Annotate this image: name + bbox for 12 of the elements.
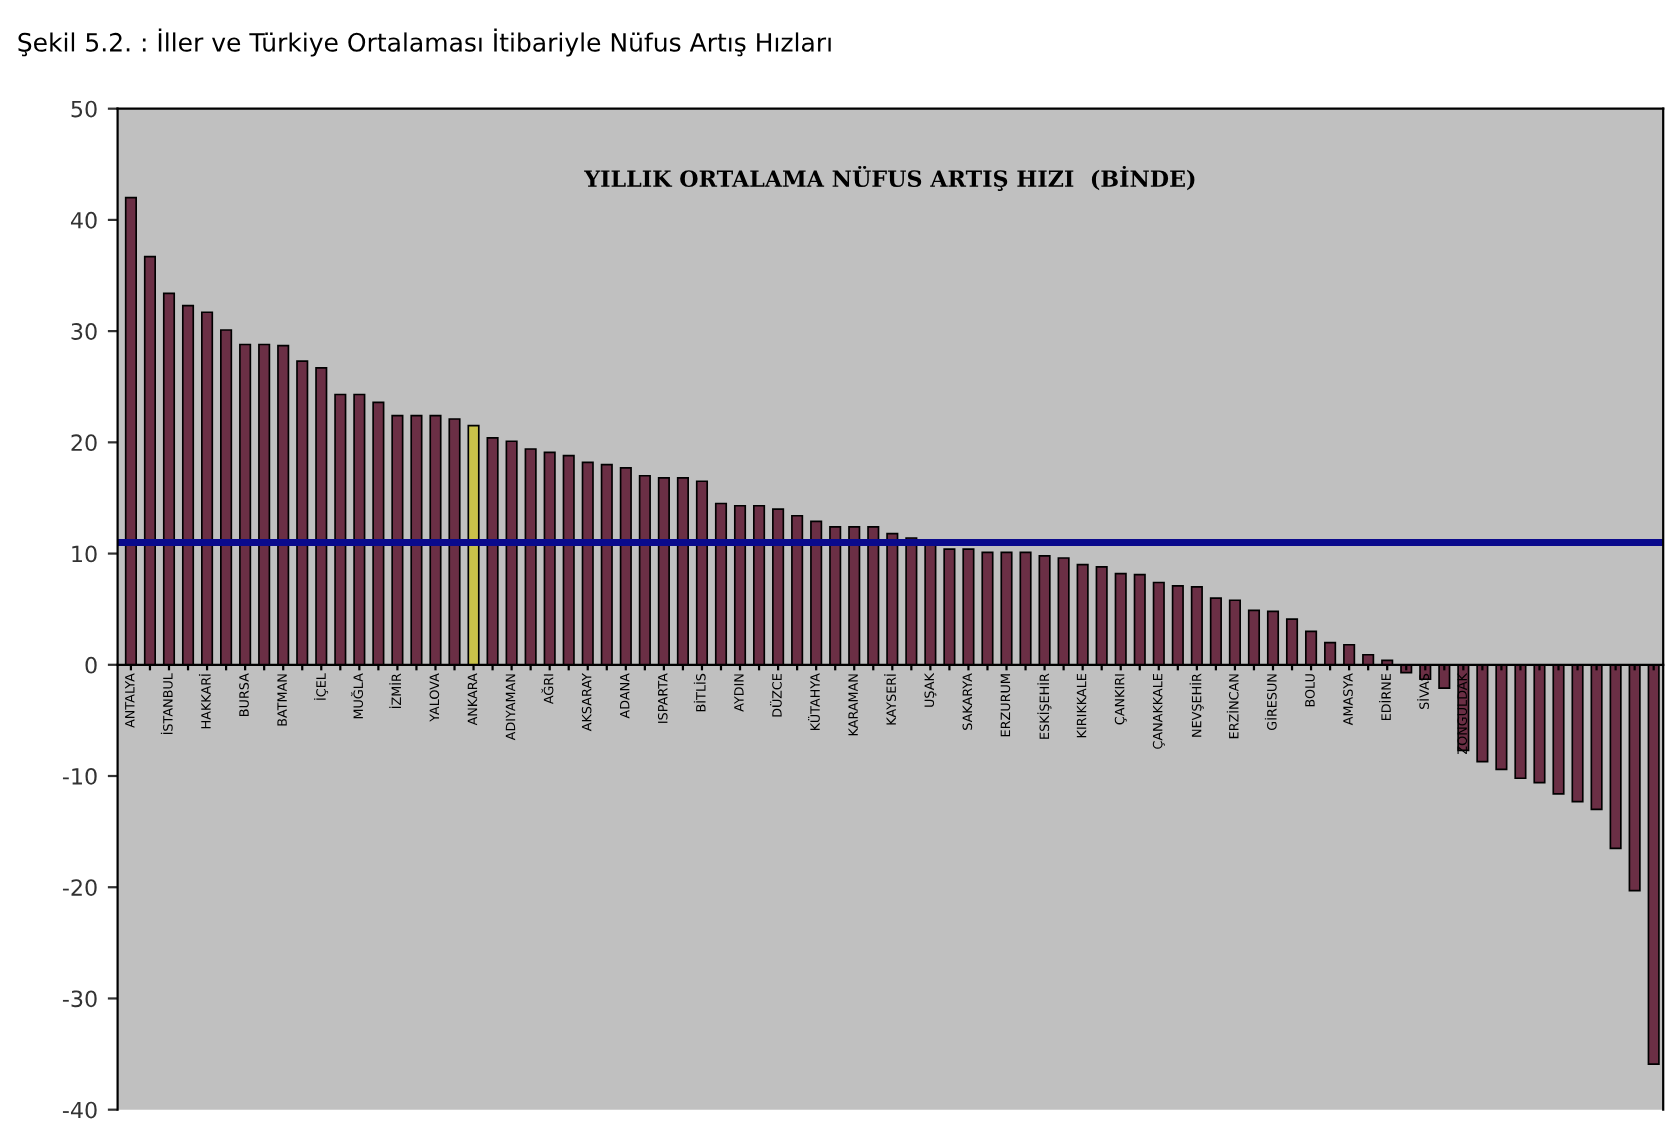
chart-title: Şekil 5.2. : İller ve Türkiye Ortalaması İtibariyle Nüfus Artış Hızları	[18, 28, 831, 57]
y-tick-label: 10	[72, 545, 97, 563]
y-tick-label: 50	[71, 100, 97, 118]
y-tick-label: 30	[71, 323, 97, 340]
y-tick-label: -20	[62, 879, 97, 896]
y-tick-label: -30	[62, 990, 97, 1008]
text: YILLIK ORTALAMA NÜFUS ARTIŞ HIZI (BİNDE)	[584, 165, 1195, 192]
y-tick-label: 40	[70, 211, 97, 229]
y-tick-label: 20	[71, 434, 97, 452]
y-tick-label: 0	[85, 656, 97, 674]
y-tick-label: -10	[62, 767, 97, 785]
y-tick-label: -40	[62, 1101, 97, 1119]
